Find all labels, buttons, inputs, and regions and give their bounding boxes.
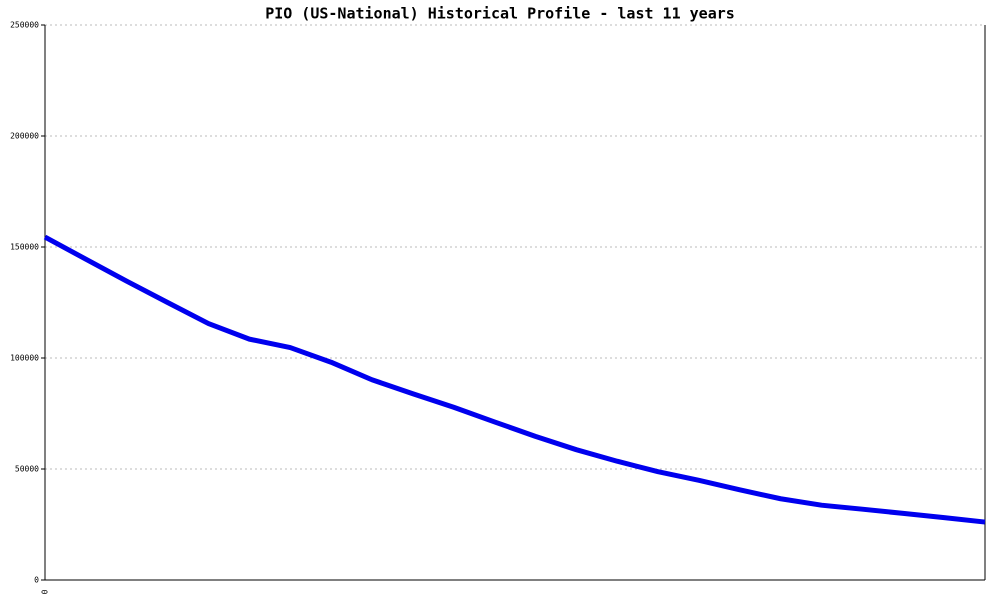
y-tick-label: 100000 — [10, 354, 39, 363]
x-tick-label: 0 — [41, 589, 50, 594]
data-line — [43, 234, 986, 525]
y-tick-label: 150000 — [10, 243, 39, 252]
y-tick-label: 200000 — [10, 132, 39, 141]
y-tick-label: 250000 — [10, 21, 39, 30]
chart-title: PIO (US-National) Historical Profile - l… — [265, 5, 735, 23]
y-tick-label: 0 — [34, 576, 39, 585]
y-tick-label: 50000 — [15, 465, 39, 474]
